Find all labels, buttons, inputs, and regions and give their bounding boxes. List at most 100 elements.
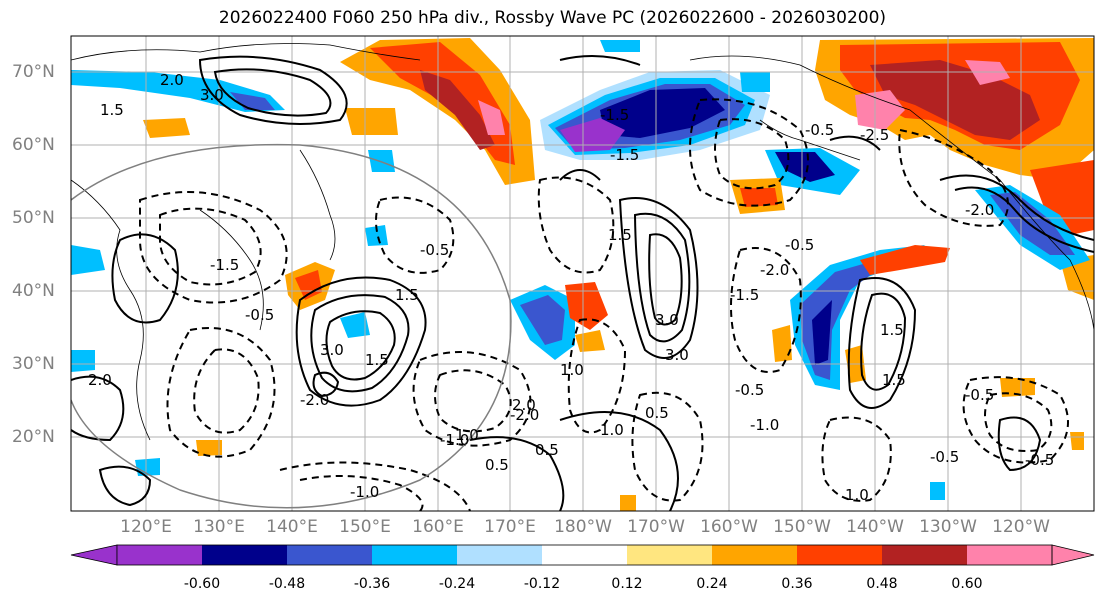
shade-150w-navy (812, 300, 832, 365)
colorbar-swatch (372, 545, 457, 565)
contour-label: 1.5 (365, 351, 389, 369)
shade-gulf-red (1030, 160, 1094, 235)
shade-misc-red1 (740, 188, 778, 207)
lon-label-140w: 140°W (846, 517, 904, 537)
lon-label-160e: 160°E (412, 517, 464, 537)
colorbar-tick-label: 0.36 (781, 576, 813, 592)
lat-label-50n: 50°N (12, 208, 55, 228)
lon-label-170w: 170°W (627, 517, 685, 537)
shade-arctic-cyan3 (740, 72, 770, 92)
contour-label: -2.5 (860, 126, 889, 144)
lat-label-60n: 60°N (12, 135, 55, 155)
colorbar-swatch (797, 545, 882, 565)
contour-label: 1.5 (882, 371, 906, 389)
lat-label-40n: 40°N (12, 281, 55, 301)
contour-label: -1.5 (610, 146, 639, 164)
shade-bering-navy (600, 88, 725, 138)
contour-label: 1.5 (100, 101, 124, 119)
graticule (71, 36, 1094, 511)
contour-label: -0.5 (420, 241, 449, 259)
reference-circle (71, 143, 512, 509)
negative-contours (139, 98, 1069, 511)
colorbar-swatch (457, 545, 542, 565)
shade-misc-orange3 (1070, 432, 1084, 450)
contour-label: 3.0 (200, 86, 224, 104)
contour-label: -0.5 (735, 381, 764, 399)
contour-label: -1.5 (210, 256, 239, 274)
shade-misc-cyan5 (930, 482, 945, 500)
lon-label-150w: 150°W (773, 517, 831, 537)
map-frame (70, 35, 1095, 512)
lon-label-160w: 160°W (700, 517, 758, 537)
colorbar-tick-label: 0.12 (611, 576, 643, 592)
contour-label: -1.5 (730, 286, 759, 304)
colorbar-swatch (712, 545, 797, 565)
shade-wp-cyan (340, 312, 370, 338)
contour-label: -2.0 (510, 406, 539, 424)
contour-label: -0.5 (965, 386, 994, 404)
shade-wp-cyan4 (135, 458, 160, 476)
contour-label: -2.0 (760, 261, 789, 279)
colorbar-swatch (542, 545, 627, 565)
lon-label-180w: 180°W (554, 517, 612, 537)
contour-label: 2.0 (160, 71, 184, 89)
shade-west-edge-cyan (71, 245, 105, 275)
colorbar-swatch (882, 545, 967, 565)
lon-label-120e: 120°E (120, 517, 172, 537)
contour-label: 3.0 (655, 311, 679, 329)
shade-siberia-darkred (420, 70, 495, 150)
shade-150w-red (860, 245, 950, 275)
colorbar-tick-label: -0.60 (183, 576, 221, 592)
shade-cp-blue (520, 295, 565, 345)
positive-contours (71, 55, 1094, 511)
contour-label: 1.0 (845, 486, 869, 504)
shade-gulf-navy (775, 152, 835, 182)
shade-wp-orange4 (196, 440, 222, 456)
colorbar-swatch (117, 545, 202, 565)
contour-label: 1.5 (880, 321, 904, 339)
colorbar-tick-label: -0.36 (353, 576, 391, 592)
shade-misc-orange4 (620, 495, 636, 511)
colorbar-swatch (627, 545, 712, 565)
colorbar-extend-low (70, 544, 118, 566)
shade-alaska-pink (855, 90, 905, 130)
contour-label: 1.5 (608, 226, 632, 244)
contour-label: 2.0 (512, 396, 536, 414)
contour-label: -1.0 (750, 416, 779, 434)
contour-label: 3.0 (320, 341, 344, 359)
contour-label: -2.0 (965, 201, 994, 219)
lat-label-20n: 20°N (12, 427, 55, 447)
coastlines (71, 43, 1094, 441)
shade-wp-orange3 (345, 108, 398, 135)
shade-wp-orange2 (143, 118, 190, 138)
contour-label: -0.5 (930, 448, 959, 466)
shade-wp-cyan3 (368, 150, 395, 172)
contour-label: 0.5 (645, 404, 669, 422)
contour-label: 1.0 (455, 426, 479, 444)
lat-label-70n: 70°N (12, 62, 55, 82)
colorbar-tick-label: 0.60 (951, 576, 983, 592)
contour-label: 2.0 (88, 371, 112, 389)
contour-label: -0.5 (785, 236, 814, 254)
contour-labels: -0.5 -0.5 -0.5 -0.5 -0.5 -1.0 -1.5 -2.0 … (88, 71, 1054, 504)
contour-label: 0.5 (535, 441, 559, 459)
shade-arctic-cyan2 (600, 40, 640, 52)
contour-label: -1.0 (440, 431, 469, 449)
lon-label-120w: 120°W (992, 517, 1050, 537)
map-title: 2026022400 F060 250 hPa div., Rossby Wav… (218, 8, 887, 28)
lon-label-130e: 130°E (193, 517, 245, 537)
colorbar-swatch (287, 545, 372, 565)
colorbar-tick-label: -0.48 (268, 576, 306, 592)
contour-label: -0.5 (245, 306, 274, 324)
colorbar-tick-label: 0.48 (866, 576, 898, 592)
contour-label: 1.0 (600, 421, 624, 439)
lon-label-170e: 170°E (484, 517, 536, 537)
contour-label: -1.0 (350, 483, 379, 501)
shade-misc-orange2 (1000, 378, 1035, 397)
contour-label: 0.5 (485, 456, 509, 474)
shade-wp-cyan2 (365, 225, 388, 246)
lon-label-150e: 150°E (339, 517, 391, 537)
shade-wp-red (295, 270, 322, 300)
contour-label: 3.0 (665, 346, 689, 364)
